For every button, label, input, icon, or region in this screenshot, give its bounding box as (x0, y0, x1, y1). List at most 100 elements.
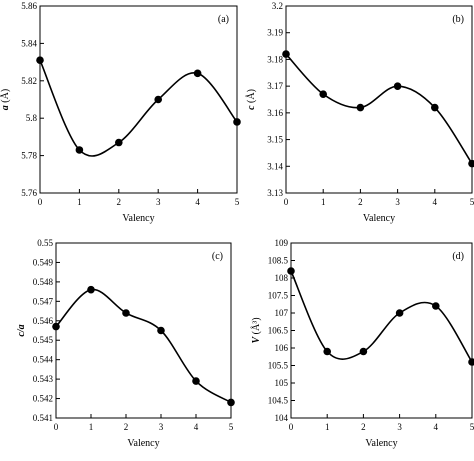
y-axis-label-unit: (Å) (245, 89, 257, 105)
x-axis-label: Valency (363, 213, 395, 224)
data-point (395, 309, 404, 317)
plot-frame (285, 5, 473, 194)
data-point (432, 302, 440, 310)
data-point (227, 398, 235, 407)
y-tick-label: 0.545 (33, 335, 54, 345)
y-tick-label: 105 (275, 378, 289, 388)
x-tick-label: 5 (229, 422, 234, 432)
data-point (468, 159, 474, 168)
panel-label: (a) (218, 14, 229, 25)
y-tick-label: 0.547 (33, 296, 54, 306)
x-tick-label: 3 (156, 197, 161, 207)
x-tick-label: 0 (38, 197, 43, 207)
y-tick-label: 107.5 (268, 291, 289, 301)
y-tick-label: 108 (275, 273, 289, 283)
x-tick-label: 1 (89, 422, 94, 432)
data-point (157, 326, 165, 335)
y-axis-label-unit: (Å³) (250, 317, 262, 336)
data-point (359, 347, 368, 356)
data-point (154, 95, 162, 104)
x-axis-label: Valency (122, 213, 154, 224)
y-axis-label-symbol: V (251, 336, 262, 344)
y-tick-label: 0.546 (33, 316, 54, 326)
data-point (87, 285, 95, 294)
data-point (233, 118, 241, 126)
y-axis-label: c/a (16, 324, 27, 336)
x-tick-label: 4 (194, 422, 199, 432)
x-axis-label: Valency (365, 438, 397, 449)
y-axis-label-symbol: c (246, 105, 257, 110)
x-tick-label: 2 (117, 197, 122, 207)
series-line (39, 59, 238, 157)
y-tick-label: 5.76 (21, 188, 37, 198)
x-tick-label: 1 (325, 422, 330, 432)
panel-label: (c) (212, 251, 223, 262)
y-tick-label: 5.82 (21, 76, 37, 86)
y-tick-label: 0.548 (33, 277, 54, 287)
series-line (285, 53, 473, 165)
x-tick-label: 3 (397, 422, 402, 432)
y-tick-label: 3.15 (267, 135, 283, 145)
data-point (319, 90, 328, 98)
x-tick-label: 1 (321, 197, 326, 207)
series-line (55, 288, 232, 404)
series-line (290, 270, 473, 363)
y-tick-label: 5.8 (26, 113, 38, 123)
panel-d: 104104.5105105.5106106.5107107.5108108.5… (250, 238, 474, 449)
y-axis-label: c (Å) (245, 89, 257, 110)
panel-c: 0.541 0.542 0.543 0.544 0.545 0.546 0.547 0.548… (16, 238, 235, 449)
y-tick-label: 104 (275, 413, 289, 423)
data-point (192, 377, 200, 385)
y-tick-label: 109 (275, 238, 289, 248)
y-tick-label: 0.543 (33, 374, 54, 384)
y-tick-label: 0.55 (37, 238, 53, 248)
x-axis-label: Valency (127, 438, 159, 449)
x-tick-label: 2 (358, 197, 363, 207)
y-tick-label: 3.13 (267, 188, 283, 198)
panel-a: 5.76 5.78 5.8 5.82 5.84 5.86 0 1 2 3 4 5 Valency a (Å… (0, 1, 241, 224)
y-axis-label-symbol: c/a (16, 324, 27, 336)
x-tick-label: 4 (434, 422, 439, 432)
x-tick-label: 4 (433, 197, 438, 207)
y-tick-label: 5.84 (21, 38, 37, 48)
y-tick-label: 3.17 (267, 81, 283, 91)
y-tick-label: 3.16 (267, 108, 283, 118)
y-tick-label: 0.541 (33, 413, 53, 423)
x-tick-label: 0 (54, 422, 59, 432)
x-tick-label: 2 (124, 422, 129, 432)
x-tick-label: 5 (235, 197, 240, 207)
y-tick-label: 0.542 (33, 394, 53, 404)
plot-frame (55, 242, 232, 419)
data-point (193, 69, 202, 78)
data-point (115, 138, 123, 147)
y-tick-label: 105.5 (268, 361, 289, 371)
y-axis-label: V (Å³) (250, 317, 262, 343)
y-tick-label: 0.544 (33, 355, 54, 365)
panel-b: 3.13 3.14 3.15 3.16 3.17 3.18 3.19 3.2 0 1 2 3 4 5 Val… (245, 1, 474, 224)
data-point (356, 103, 365, 112)
y-tick-label: 5.78 (21, 151, 37, 161)
data-point (287, 267, 295, 275)
data-point (52, 322, 60, 331)
x-tick-label: 3 (159, 422, 164, 432)
y-tick-label: 3.18 (267, 54, 283, 64)
x-tick-label: 5 (470, 422, 474, 432)
data-point (323, 347, 332, 356)
plot-frame (39, 5, 238, 194)
data-point (282, 50, 290, 58)
data-point (36, 56, 44, 65)
x-tick-label: 0 (289, 422, 294, 432)
data-point (75, 146, 84, 154)
x-tick-label: 0 (284, 197, 289, 207)
data-point (431, 103, 439, 112)
plot-frame (290, 242, 473, 419)
data-point (468, 358, 474, 366)
x-tick-label: 2 (361, 422, 366, 432)
x-tick-label: 4 (195, 197, 200, 207)
panel-label: (b) (452, 14, 464, 25)
panel-label: (d) (452, 251, 464, 262)
x-tick-label: 1 (77, 197, 82, 207)
x-tick-label: 3 (395, 197, 400, 207)
